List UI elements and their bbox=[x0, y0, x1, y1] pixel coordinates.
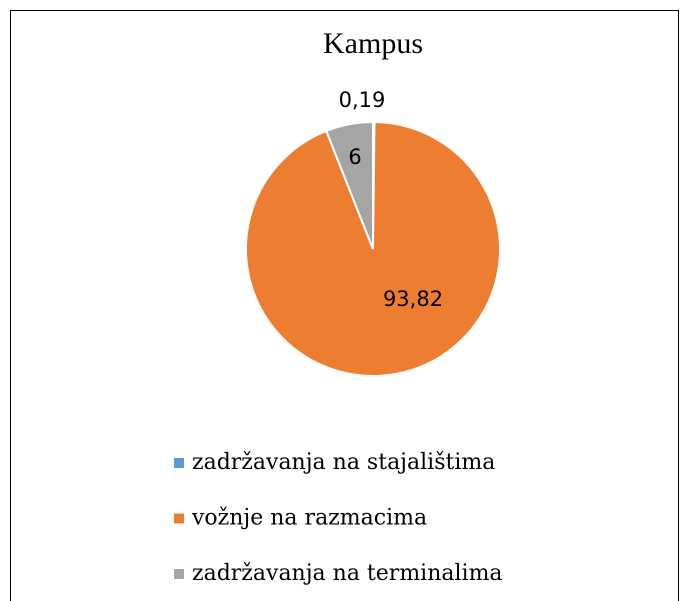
legend-label: vožnje na razmacima bbox=[191, 506, 427, 531]
chart-title: Kampus bbox=[323, 27, 423, 60]
data-label: 93,82 bbox=[383, 287, 443, 311]
legend-label: zadržavanja na stajalištima bbox=[192, 450, 495, 475]
legend-label: zadržavanja na terminalima bbox=[192, 561, 503, 586]
legend-swatch bbox=[174, 513, 184, 524]
legend-swatch bbox=[174, 458, 184, 468]
legend-swatch bbox=[174, 569, 184, 579]
data-label: 0,19 bbox=[339, 88, 386, 112]
pie-slice bbox=[324, 120, 374, 250]
data-label: 6 bbox=[348, 145, 361, 169]
